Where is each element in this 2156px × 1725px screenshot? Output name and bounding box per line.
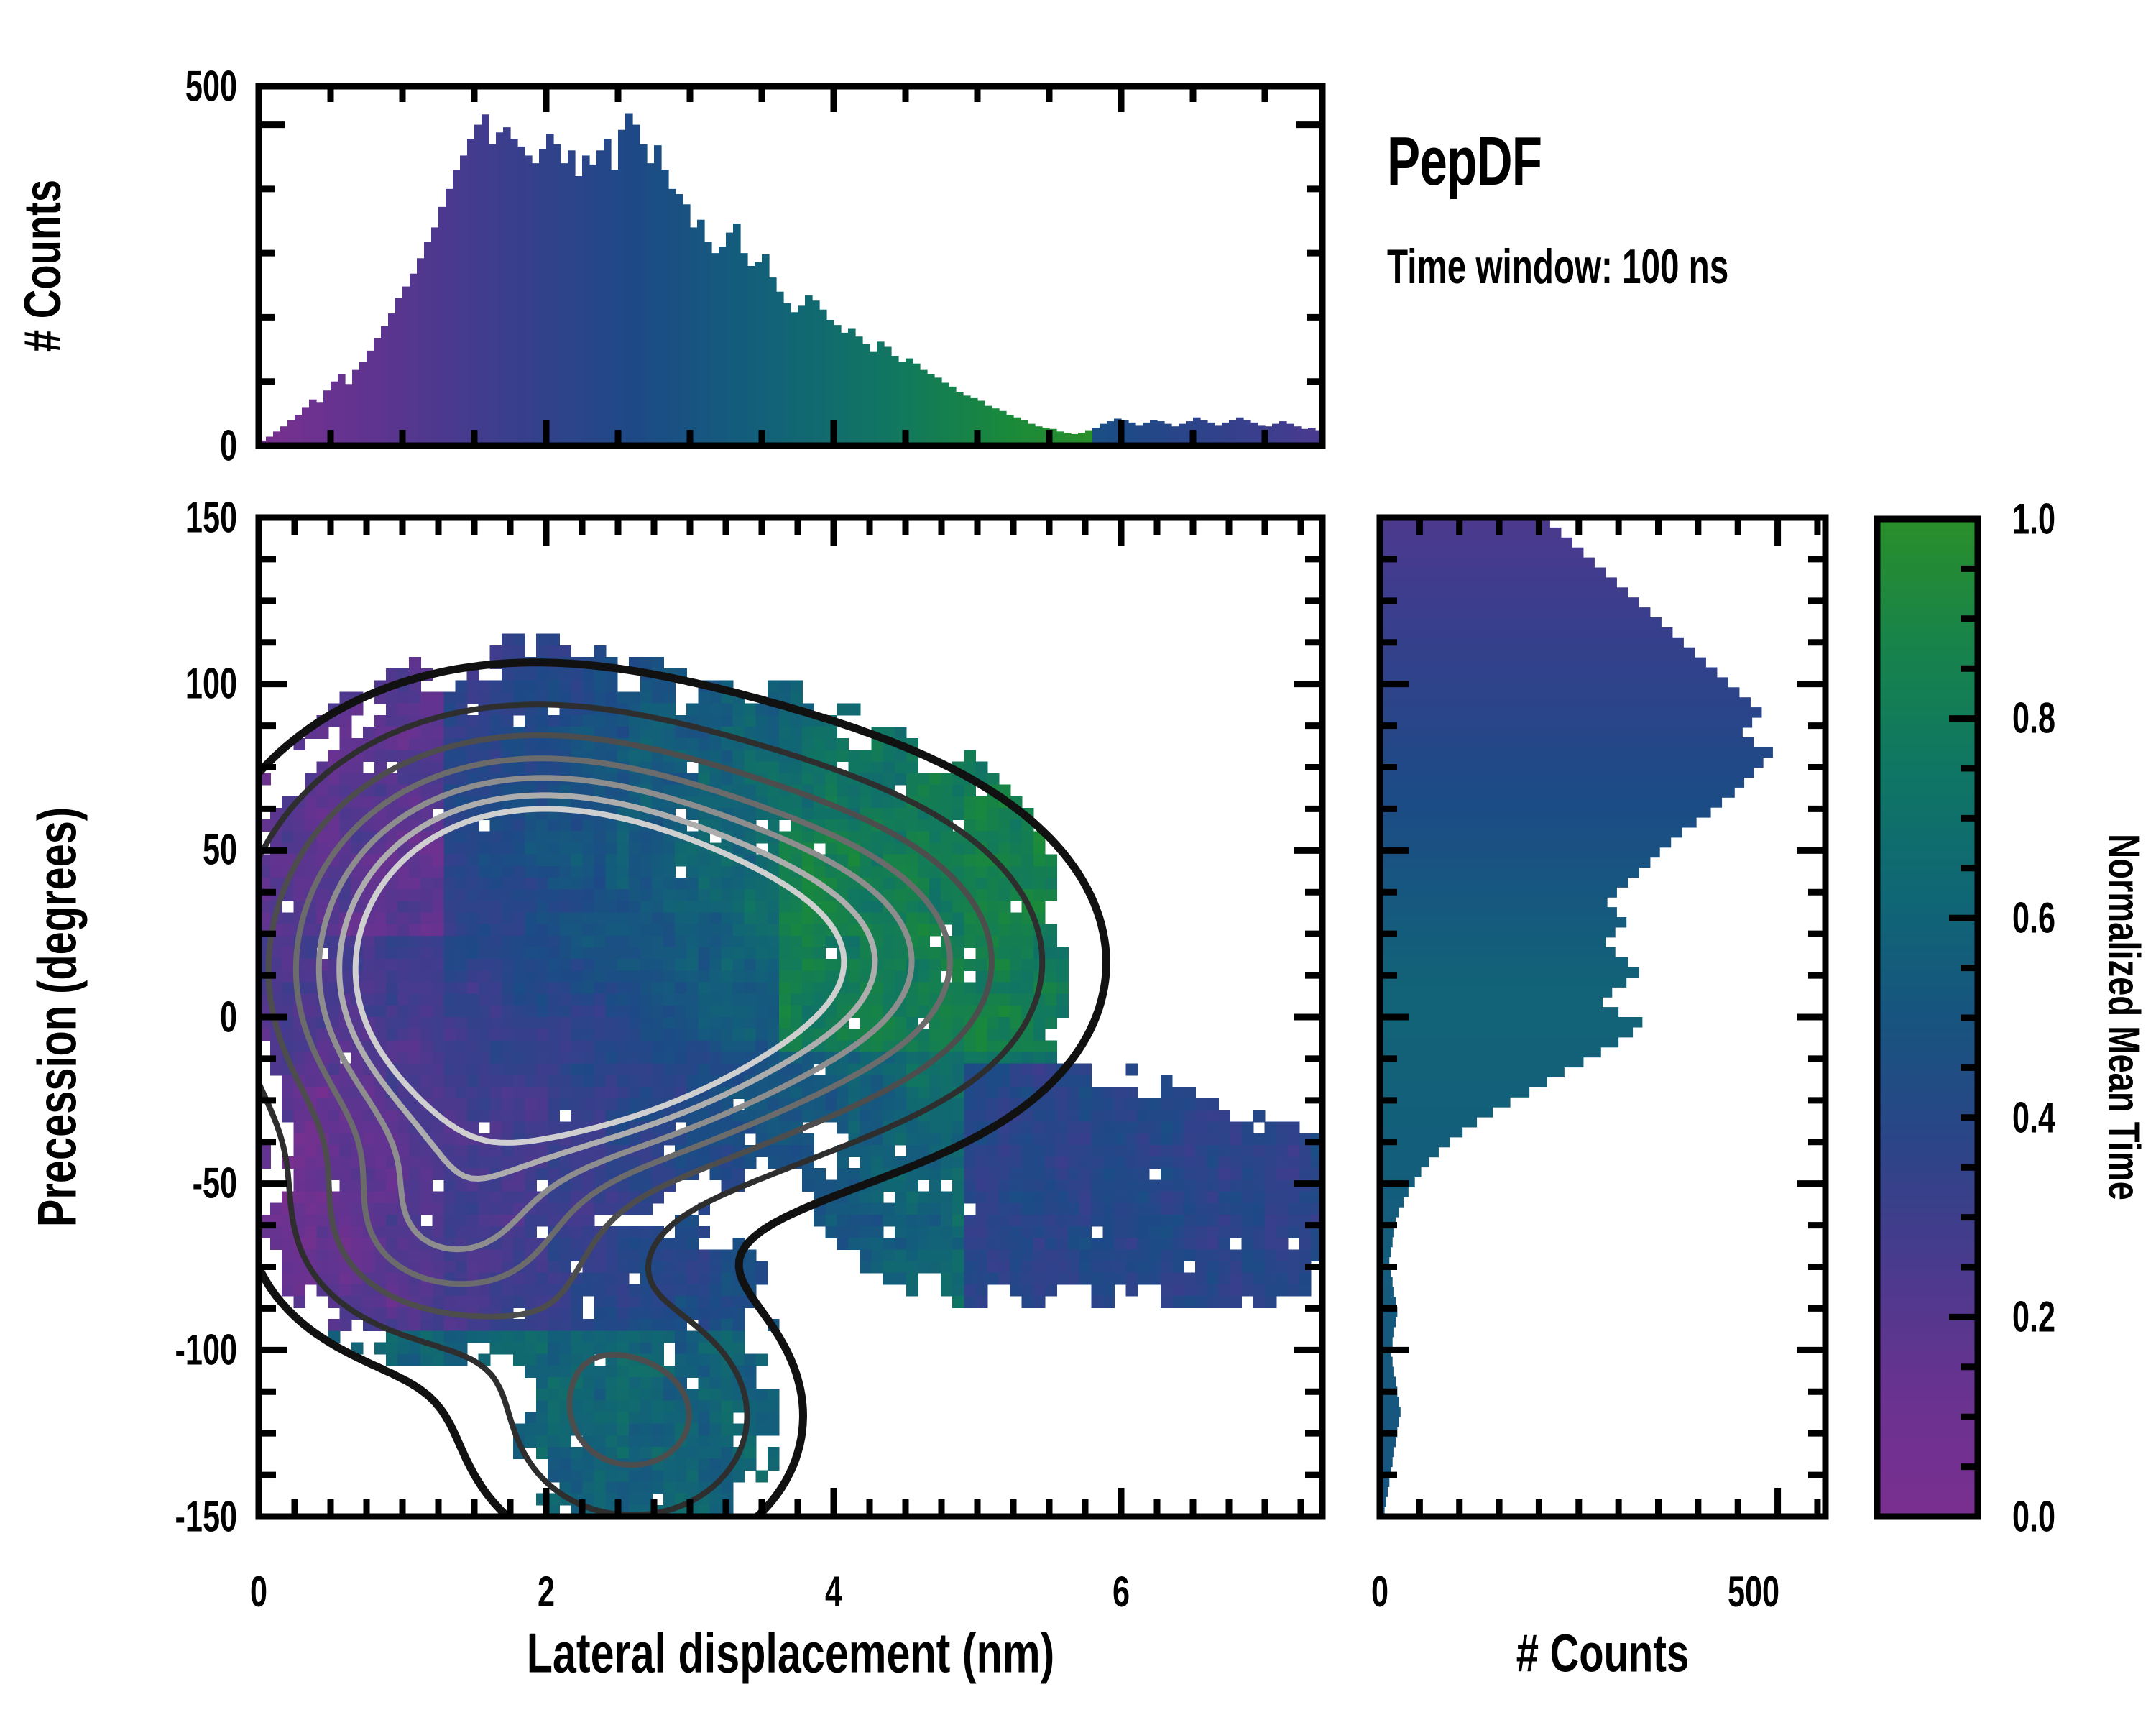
main-panel-xlabel-text: Lateral displacement (nm) (526, 1621, 1055, 1685)
main-ytick-neg150: -150 (175, 1492, 237, 1541)
right-panel-xlabel: # Counts (1516, 1623, 1690, 1684)
main-xtick-4: 4 (824, 1568, 843, 1616)
subtitle: Time window: 100 ns (1387, 239, 1729, 294)
main-heatmap-panel (255, 514, 1326, 1520)
main-panel-ylabel-text: Precession (degrees) (27, 806, 88, 1228)
top-ytick-0: 0 (219, 421, 237, 470)
contour-lines (259, 658, 1110, 1517)
right-xtick-500: 500 (1727, 1568, 1780, 1616)
main-xtick-0: 0 (249, 1568, 268, 1616)
main-panel-ylabel: Precession (degrees) (27, 807, 89, 1227)
colorbar-label: Normalized Mean Time (2099, 834, 2150, 1200)
top-histogram-panel (255, 83, 1326, 449)
top-panel-ylabel-text: # Counts (14, 179, 72, 353)
colorbar-panel (1874, 515, 1981, 1520)
cbar-tick-0-6: 0.6 (2012, 893, 2056, 942)
cbar-tick-0-0: 0.0 (2012, 1492, 2056, 1541)
main-xtick-2: 2 (537, 1568, 556, 1616)
colorbar-label-text: Normalized Mean Time (2099, 834, 2149, 1200)
cbar-tick-0-2: 0.2 (2012, 1292, 2056, 1341)
cbar-tick-0-4: 0.4 (2012, 1093, 2056, 1142)
cbar-tick-0-8: 0.8 (2012, 694, 2056, 742)
right-histogram-bars (1380, 518, 1773, 1517)
right-xtick-0: 0 (1370, 1568, 1389, 1616)
main-ytick-neg100: -100 (175, 1325, 237, 1374)
main-panel-xlabel: Lateral displacement (nm) (527, 1621, 1055, 1686)
top-panel-frame (255, 83, 1326, 449)
main-xtick-6: 6 (1112, 1568, 1130, 1616)
main-ytick-0: 0 (219, 993, 237, 1041)
right-histogram-panel (1376, 514, 1829, 1520)
page-title: PepDF (1387, 123, 1542, 200)
right-panel-xlabel-text: # Counts (1516, 1623, 1690, 1683)
main-ytick-50: 50 (202, 825, 237, 874)
top-panel-ylabel: # Counts (14, 180, 73, 352)
colorbar-ticks (1949, 515, 1978, 1520)
title-block: PepDF Time window: 100 ns (1387, 122, 1875, 295)
main-ytick-100: 100 (185, 659, 237, 708)
cbar-tick-1-0: 1.0 (2012, 494, 2056, 543)
top-histogram-bars (259, 113, 1322, 446)
top-panel-ticks (255, 86, 1322, 449)
top-ytick-500: 500 (185, 62, 237, 111)
main-ytick-150: 150 (185, 493, 237, 542)
main-panel-ticks (255, 514, 1322, 1520)
right-panel-ticks (1376, 514, 1825, 1520)
main-ytick-neg50: -50 (192, 1159, 237, 1208)
